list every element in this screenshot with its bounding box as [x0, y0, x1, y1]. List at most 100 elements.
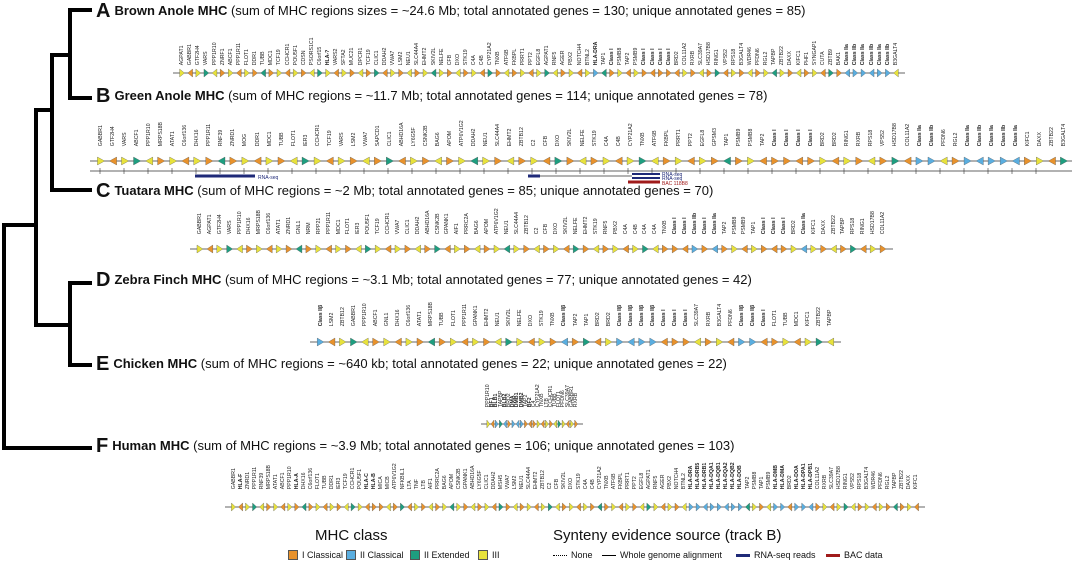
gene-arrow [939, 156, 948, 166]
gene-arrow [820, 244, 827, 254]
gene-arrow [759, 502, 764, 512]
gene-label: HLA-DRB1 [702, 462, 709, 490]
gene-track [173, 68, 905, 78]
gene-label: BTNL2 [584, 49, 591, 66]
gene-label: TNXB [550, 312, 557, 327]
gene-label: VARS [338, 132, 345, 147]
gene-label: BRD2 [605, 312, 612, 327]
gene-label: PSMB8 [616, 47, 623, 66]
gene-arrow [479, 68, 485, 78]
gene-label: C6orf15 [316, 46, 323, 66]
gene-arrow [574, 419, 578, 429]
gene-arrow [211, 68, 218, 78]
gene-label: ZNRF1 [219, 48, 226, 66]
gene-label: HLA-DQB1 [716, 462, 723, 490]
gene-label: HLA-DQA2 [723, 462, 730, 490]
gene-arrow [602, 244, 610, 254]
gene-arrow [787, 68, 794, 78]
gene-arrow [406, 68, 412, 78]
gene-arrow [512, 502, 518, 512]
gene-label: TAP2 [759, 133, 766, 147]
gene-label: AGPAT1 [178, 45, 185, 66]
gene-label: C4A [642, 224, 649, 235]
gene-label: TAP1 [758, 476, 765, 490]
gene-arrow [616, 337, 624, 347]
gene-label: NELFE [438, 48, 445, 66]
gene-arrow [280, 502, 286, 512]
gene-arrow [244, 68, 250, 78]
gene-label: COL11A2 [681, 42, 688, 66]
gene-arrow [747, 68, 753, 78]
gene-arrow [927, 156, 936, 166]
gene-arrow [193, 156, 202, 166]
gene-label: PSMB9 [741, 216, 748, 235]
panel-summary: (sum of MHC regions = ~3.9 Mb; total ann… [189, 438, 735, 453]
gene-arrow [1036, 156, 1044, 166]
gene-arrow [266, 244, 273, 254]
gene-label: ABCF1 [279, 472, 286, 490]
gene-arrow [179, 68, 185, 78]
gene-label: ZBTB22 [830, 215, 837, 235]
gene-arrow [486, 419, 491, 429]
gene-track [481, 419, 583, 429]
gene-label: TCF19 [326, 130, 333, 147]
gene-label: BTNL2 [680, 473, 687, 490]
gene-arrow [836, 502, 842, 512]
gene-label: Class IIb [884, 43, 891, 66]
gene-label: FLOT1 [314, 473, 321, 490]
gene-arrow [560, 68, 567, 78]
gene-arrow [701, 244, 709, 254]
gene-arrow [484, 502, 490, 512]
gene-arrow [699, 156, 707, 166]
gene-label: PBX2 [612, 220, 619, 235]
gene-label: PFDN6 [878, 472, 885, 490]
gene-label: RXRB [572, 392, 579, 408]
gene-arrow [195, 68, 201, 78]
gene-arrow [618, 502, 624, 512]
gene-arrow [745, 502, 750, 512]
gene-arrow [350, 337, 358, 347]
gene-label: LTA [406, 480, 413, 490]
gene-arrow [355, 244, 362, 254]
gene-arrow [739, 68, 745, 78]
panel-c-title: C Tuatara MHC (sum of MHC regions = ~2 Mb… [96, 180, 713, 203]
gene-label: BRD2 [673, 51, 680, 66]
gene-arrow [755, 68, 761, 78]
gene-arrow [394, 337, 402, 347]
gene-label: MUC21 [349, 47, 356, 66]
gene-arrow [414, 244, 421, 254]
gene-arrow [313, 156, 322, 166]
gene-label: HLA-DQA1 [709, 462, 716, 490]
gene-arrow [241, 156, 250, 166]
gene-label: Class I [671, 217, 678, 235]
gene-arrow [830, 244, 837, 254]
gene-label: B3GALT4 [1060, 123, 1067, 147]
panel-d-title: D Zebra Finch MHC (sum of MHC regions = ~… [96, 269, 752, 292]
gene-label: PPP1R11 [461, 303, 468, 327]
gene-label: CFB [543, 135, 550, 147]
gene-arrow [810, 244, 817, 254]
gene-label: PPT2 [527, 52, 534, 66]
gene-arrow [672, 244, 679, 254]
gene-label: CCHCR1 [384, 212, 391, 235]
gene-label: GABBR1 [350, 305, 357, 327]
gene-label: C2 [531, 139, 538, 147]
gene-arrow [867, 156, 876, 166]
gene-arrow [780, 502, 786, 512]
gene-label: KIFC1 [1024, 131, 1031, 147]
gene-label: Class IIb [691, 212, 698, 235]
gene-arrow [343, 502, 349, 512]
gene-arrow [622, 244, 629, 254]
gene-arrow [229, 156, 238, 166]
gene-label: LTB [420, 480, 427, 490]
gene-label: FLOT1 [771, 310, 778, 327]
gene-label: FKBPL [663, 129, 670, 147]
gene-arrow [660, 337, 668, 347]
gene-label: BAG6 [473, 220, 480, 235]
gene-arrow [711, 156, 719, 166]
gene-arrow [473, 244, 481, 254]
gene-label: APOM [446, 130, 453, 147]
gene-arrow [820, 68, 826, 78]
gene-arrow [601, 68, 607, 78]
